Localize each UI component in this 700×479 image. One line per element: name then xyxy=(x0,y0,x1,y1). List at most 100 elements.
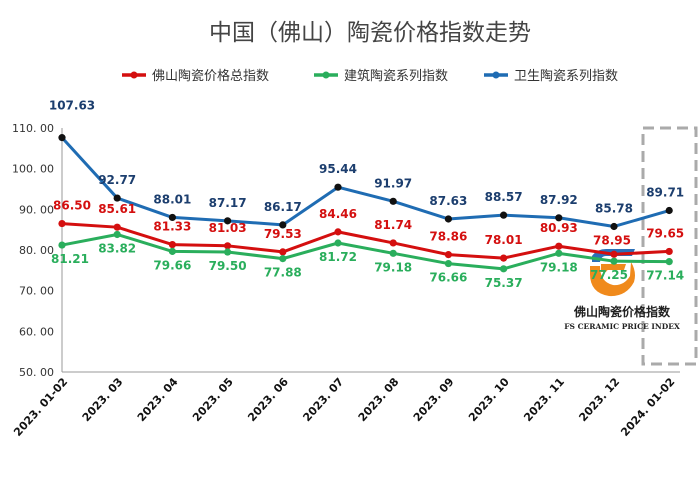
logo-subtitle: FS CERAMIC PRICE INDEX xyxy=(564,322,680,331)
data-point xyxy=(444,251,452,259)
data-point xyxy=(279,221,287,229)
legend-marker xyxy=(492,71,500,79)
legend-label: 卫生陶瓷系列指数 xyxy=(514,68,618,84)
data-point xyxy=(168,240,176,249)
series-line xyxy=(60,136,670,228)
data-point xyxy=(610,250,618,258)
data-label: 86.50 xyxy=(53,199,91,213)
series-line xyxy=(61,222,670,260)
data-label: 79.53 xyxy=(264,227,302,241)
data-label: 95.44 xyxy=(319,162,357,176)
y-tick-labels: 50. 00 60. 00 70. 00 80. 00 90. 00 100. 00 110… xyxy=(12,122,54,379)
data-label: 78.95 xyxy=(593,233,631,247)
data-point xyxy=(389,197,397,205)
data-point xyxy=(610,257,618,265)
data-point xyxy=(279,255,287,263)
data-point xyxy=(389,239,397,247)
data-label: 76.66 xyxy=(429,271,467,285)
data-label: 84.46 xyxy=(319,207,357,221)
data-point xyxy=(58,219,66,228)
x-tick-label: 2023. 10 xyxy=(466,375,512,424)
data-point xyxy=(334,239,342,247)
data-point xyxy=(665,206,673,215)
data-point xyxy=(500,211,508,219)
data-point xyxy=(113,194,121,202)
data-label: 87.63 xyxy=(429,194,467,208)
legend-marker xyxy=(322,71,330,79)
y-tick-label: 90. 00 xyxy=(19,203,54,216)
x-tick-label: 2023. 01-02 xyxy=(11,375,70,439)
data-point xyxy=(168,213,176,222)
data-label: 92.77 xyxy=(98,173,136,187)
legend-label: 建筑陶瓷系列指数 xyxy=(344,68,448,84)
data-label: 79.18 xyxy=(374,260,412,274)
legend: 佛山陶瓷价格总指数 建筑陶瓷系列指数 卫生陶瓷系列指数 xyxy=(122,68,618,84)
data-label: 81.33 xyxy=(153,220,191,234)
data-point xyxy=(665,247,673,256)
data-label: 79.50 xyxy=(209,259,247,273)
data-point xyxy=(224,248,232,256)
data-label: 79.65 xyxy=(646,226,684,240)
data-point xyxy=(444,215,452,223)
series-group xyxy=(58,134,673,273)
data-label: 80.93 xyxy=(540,221,578,235)
data-point xyxy=(555,214,563,222)
x-tick-label: 2023. 11 xyxy=(521,375,567,424)
logo-name: 佛山陶瓷价格指数 xyxy=(573,304,671,319)
data-label: 88.57 xyxy=(485,190,523,204)
data-point xyxy=(279,248,287,256)
data-point xyxy=(334,228,342,236)
data-point xyxy=(389,249,397,257)
y-tick-label: 70. 00 xyxy=(19,285,54,298)
y-tick-label: 110. 00 xyxy=(12,122,54,135)
data-label: 77.25 xyxy=(590,268,628,282)
data-label: 81.03 xyxy=(209,221,247,235)
data-label: 107.63 xyxy=(49,99,95,113)
data-label: 78.86 xyxy=(429,230,467,244)
x-tick-label: 2023. 05 xyxy=(190,375,236,424)
x-tick-labels: 2023. 01-02 2023. 03 2023. 04 2023. 05 2023.… xyxy=(11,375,677,439)
data-point xyxy=(444,259,452,268)
y-tick-label: 100. 00 xyxy=(12,163,54,176)
data-label: 87.92 xyxy=(540,193,578,207)
x-tick-label: 2023. 06 xyxy=(245,375,291,424)
data-point xyxy=(500,265,508,273)
x-tick-label: 2023. 09 xyxy=(411,375,457,424)
data-label: 86.17 xyxy=(264,200,302,214)
data-point xyxy=(334,183,342,191)
data-label: 77.14 xyxy=(646,269,684,283)
data-point xyxy=(665,258,673,266)
data-label: 81.72 xyxy=(319,250,357,264)
legend-marker xyxy=(130,71,138,79)
series-line xyxy=(61,232,670,271)
data-point xyxy=(500,254,508,262)
data-label: 87.17 xyxy=(209,196,247,210)
x-tick-label: 2023. 08 xyxy=(356,375,402,424)
data-label: 79.18 xyxy=(540,260,578,274)
data-labels: 86.50 85.61 81.33 81.03 79.53 84.46 81.74 78.86… xyxy=(49,99,684,290)
x-tick-label: 2023. 07 xyxy=(300,375,346,424)
data-point xyxy=(610,222,618,231)
y-tick-label: 80. 00 xyxy=(19,244,54,257)
data-point xyxy=(555,242,563,250)
data-label: 81.74 xyxy=(374,218,412,232)
data-point xyxy=(224,217,232,225)
chart-title: 中国（佛山）陶瓷价格指数走势 xyxy=(209,20,531,46)
data-point xyxy=(58,241,66,249)
data-label: 75.37 xyxy=(485,276,523,290)
data-label: 88.01 xyxy=(153,192,191,206)
data-label: 83.82 xyxy=(98,241,136,255)
x-tick-label: 2024. 01-02 xyxy=(618,375,677,439)
data-point xyxy=(113,230,121,239)
data-label: 81.21 xyxy=(51,252,89,266)
highlight-box xyxy=(641,126,698,366)
y-tick-label: 50. 00 xyxy=(19,366,54,379)
data-point xyxy=(555,249,563,257)
data-label: 85.78 xyxy=(595,201,633,215)
x-tick-label: 2023. 04 xyxy=(135,375,181,424)
legend-label: 佛山陶瓷价格总指数 xyxy=(152,68,269,84)
data-point xyxy=(58,134,66,142)
data-label: 91.97 xyxy=(374,176,412,190)
data-label: 79.66 xyxy=(153,258,191,272)
